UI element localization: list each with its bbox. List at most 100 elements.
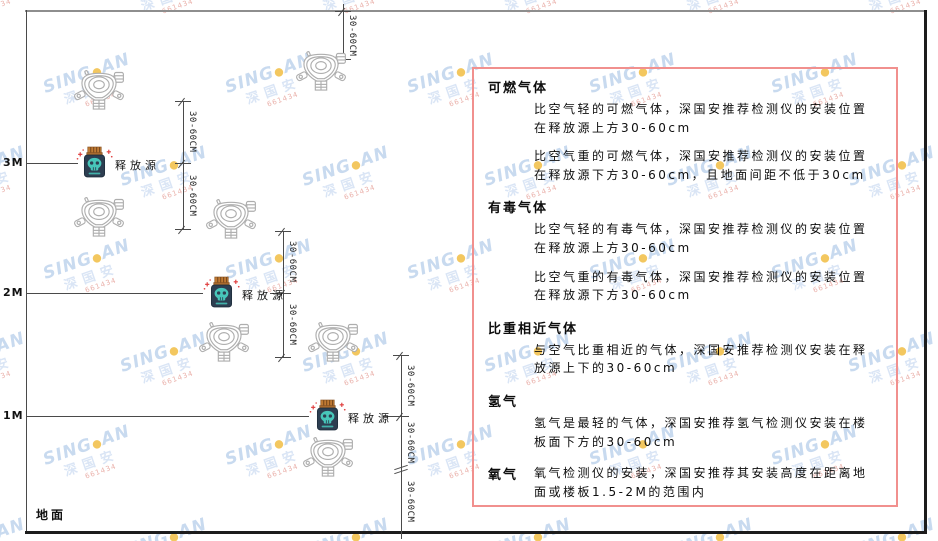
watermark-code-text: 661434: [889, 0, 923, 16]
height-label-1m: 1M: [3, 409, 24, 422]
dim-line-2m: [283, 231, 284, 357]
watermark-brand-text: SING●AN: [299, 514, 391, 541]
watermark-cn-text: 深国安: [0, 0, 33, 15]
panel-section: 可燃气体 比空气轻的可燃气体，深国安推荐检测仪的安装位置在释放源上方30-60cm…: [488, 77, 880, 184]
watermark-brand-text: SING●AN: [481, 514, 573, 541]
ceiling-line: [25, 10, 927, 12]
watermark-cn-text: 深国安: [138, 0, 215, 15]
dim-label-ground-gap: 30-60CM: [405, 481, 415, 523]
gas-detector-icon: [307, 322, 359, 366]
watermark-brand-text: SING●AN: [222, 421, 315, 470]
gas-detector-icon: [205, 199, 257, 243]
watermark-code-text: 661434: [707, 0, 741, 16]
dim-tick: [175, 101, 191, 102]
release-source-label: 释放源: [348, 412, 393, 425]
section-heading: 氧气: [488, 468, 519, 484]
release-source-icon: [309, 399, 346, 433]
dim-label-2m-below: 30-60CM: [287, 304, 297, 346]
watermark-code-text: 661434: [343, 183, 377, 202]
height-line-1m: [27, 416, 309, 417]
section-paragraph: 比空气重的可燃气体，深国安推荐检测仪的安装位置在释放源下方30-60cm，且地面…: [534, 149, 868, 182]
installation-guideline-panel: 可燃气体 比空气轻的可燃气体，深国安推荐检测仪的安装位置在释放源上方30-60cm…: [472, 67, 898, 507]
watermark-cn-text: 深国安: [320, 0, 397, 15]
dim-label-1m-above: 30-60CM: [405, 364, 415, 407]
watermark-cn-text: 深国安: [684, 0, 761, 15]
dim-label-3m-above: 30-60CM: [187, 111, 197, 153]
section-paragraph: 比空气轻的有毒气体，深国安推荐检测仪的安装位置在释放源上方30-60cm: [534, 222, 868, 255]
watermark-brand-text: SING●AN: [845, 0, 937, 5]
watermark-brand-text: SING●AN: [0, 0, 28, 5]
watermark-cn-text: 深国安: [866, 0, 938, 15]
watermark-brand-text: SING●AN: [117, 514, 209, 541]
dim-line-1m: [401, 355, 402, 539]
right-wall-line: [924, 10, 927, 534]
dim-tick: [275, 231, 291, 232]
section-paragraph: 与空气比重相近的气体，深国安推荐检测仪安装在释放源上下的30-60cm: [534, 342, 868, 376]
watermark-dot-icon: ●: [454, 249, 469, 266]
watermark-code-text: 661434: [161, 0, 195, 16]
watermark-dot-icon: ●: [349, 156, 364, 173]
release-source-label: 释放源: [242, 289, 287, 302]
watermark-cn-text: 深国安: [62, 261, 122, 294]
dim-tick: [275, 293, 291, 294]
watermark-dot-icon: ●: [167, 342, 182, 359]
watermark-dot-icon: ●: [90, 435, 105, 452]
watermark-code-text: 661434: [0, 183, 13, 202]
dim-line-ceiling: [343, 4, 344, 60]
watermark-code-text: 661434: [0, 0, 13, 16]
height-line-3m: [27, 163, 78, 164]
watermark-brand-text: SING●AN: [481, 0, 573, 5]
left-wall-line: [26, 10, 27, 532]
watermark-dot-icon: ●: [454, 63, 469, 80]
watermark-code-text: 661434: [525, 0, 559, 16]
height-label-2m: 2M: [3, 286, 24, 299]
watermark-brand-text: SING●AN: [40, 235, 133, 284]
section-paragraph: 氢气是最轻的气体，深国安推荐氢气检测仪安装在楼板面下方的30-60cm: [534, 415, 868, 449]
watermark-dot-icon: ●: [272, 63, 287, 80]
watermark-cn-text: 深国安: [321, 168, 381, 201]
section-heading: 有毒气体: [488, 201, 549, 217]
gas-detector-icon: [198, 322, 250, 366]
release-source-label: 释放源: [115, 159, 160, 172]
dim-label-ceiling: 30-60CM: [347, 14, 357, 57]
watermark-brand-text: SING●AN: [663, 0, 755, 5]
section-paragraph: 比空气轻的可燃气体，深国安推荐检测仪的安装位置在释放源上方30-60cm: [534, 102, 868, 135]
dim-tick: [175, 163, 191, 164]
watermark-code-text: 661434: [84, 276, 118, 295]
dim-tick: [393, 355, 409, 356]
panel-section: 氧气 氧气检测仪的安装，深国安推荐其安装高度在距离地面或楼板1.5-2M的范围内: [488, 464, 880, 501]
gas-detector-icon: [73, 70, 125, 114]
section-paragraph: 氧气检测仪的安装，深国安推荐其安装高度在距离地面或楼板1.5-2M的范围内: [534, 466, 868, 499]
height-line-1m-connector: [383, 416, 401, 417]
height-line-2m: [27, 293, 203, 294]
watermark-brand-text: SING●AN: [40, 421, 133, 470]
watermark-cn-text: 深国安: [502, 0, 579, 15]
watermark-cn-text: 深国安: [62, 447, 122, 480]
panel-section: 有毒气体比空气轻的有毒气体，深国安推荐检测仪的安装位置在释放源上方30-60cm…: [488, 197, 880, 304]
dim-line-3m: [183, 101, 184, 229]
gas-detector-icon: [302, 437, 354, 481]
dim-label-2m-above: 30-60CM: [287, 241, 297, 283]
watermark-code-text: 661434: [84, 462, 118, 481]
section-heading: 比重相近气体: [488, 321, 579, 337]
section-paragraph: 比空气重的有毒气体，深国安推荐检测仪的安装位置在释放源下方30-60cm: [534, 269, 868, 303]
watermark-brand-text: SING●AN: [299, 0, 391, 5]
dim-tick: [175, 229, 191, 230]
gas-detector-icon: [73, 197, 125, 241]
watermark-brand-text: SING●AN: [299, 142, 392, 191]
watermark-cn-text: 深国安: [0, 354, 17, 387]
dim-label-3m-below: 30-60CM: [187, 175, 197, 217]
